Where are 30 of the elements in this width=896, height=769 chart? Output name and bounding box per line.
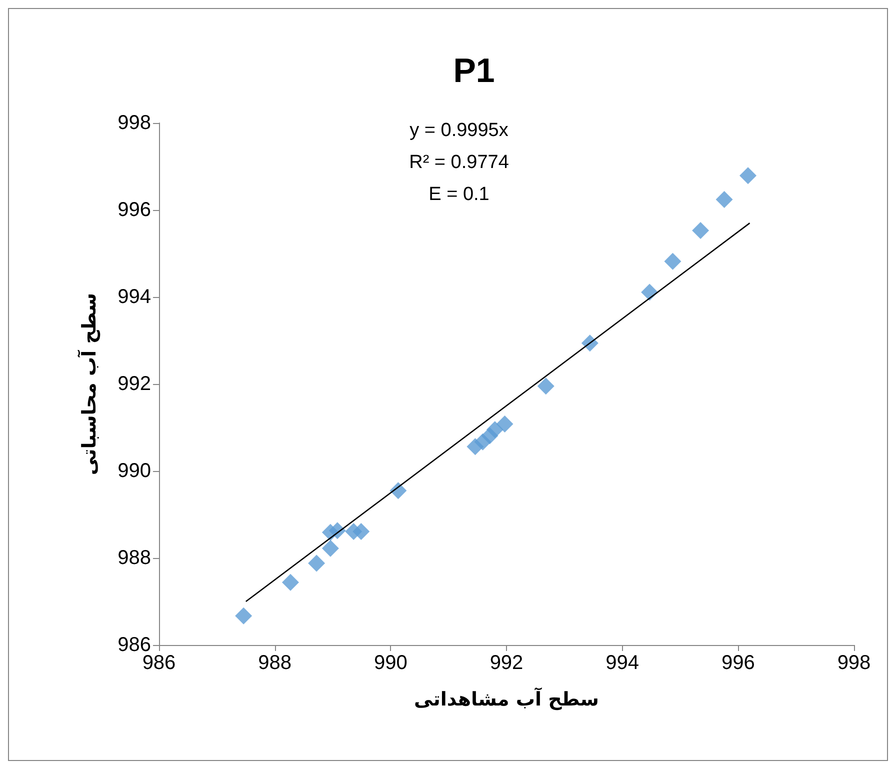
point: [537, 378, 554, 395]
y-tick-label: 998: [118, 112, 151, 134]
y-tick-label: 992: [118, 373, 151, 395]
x-axis-title: سطح آب مشاهداتی: [414, 686, 599, 710]
point: [664, 252, 682, 270]
x-tick-label: 990: [374, 652, 408, 674]
point: [352, 522, 370, 540]
point: [496, 416, 514, 433]
x-tick-label: 992: [490, 652, 524, 674]
point: [692, 222, 710, 239]
point: [235, 607, 252, 624]
y-tick-label: 988: [118, 547, 151, 569]
point: [282, 574, 299, 591]
y-tick-label: 996: [118, 199, 151, 221]
annotation: y = 0.9995x: [410, 120, 509, 141]
x-tick-label: 996: [721, 652, 755, 674]
y-tick-label: 990: [118, 460, 151, 482]
y-axis-title: سطح آب محاسباتی: [76, 292, 100, 476]
y-tick-label: 994: [118, 286, 151, 308]
point: [716, 191, 733, 208]
annotation: E = 0.1: [428, 184, 490, 205]
point: [322, 540, 339, 557]
x-tick-label: 998: [837, 652, 871, 674]
point: [486, 421, 504, 438]
chart-title: P1: [453, 52, 495, 90]
x-tick-label: 988: [258, 652, 292, 674]
point: [740, 167, 757, 184]
point: [308, 554, 326, 572]
x-tick-label: 994: [606, 652, 640, 674]
annotation: R² = 0.9774: [409, 152, 510, 173]
